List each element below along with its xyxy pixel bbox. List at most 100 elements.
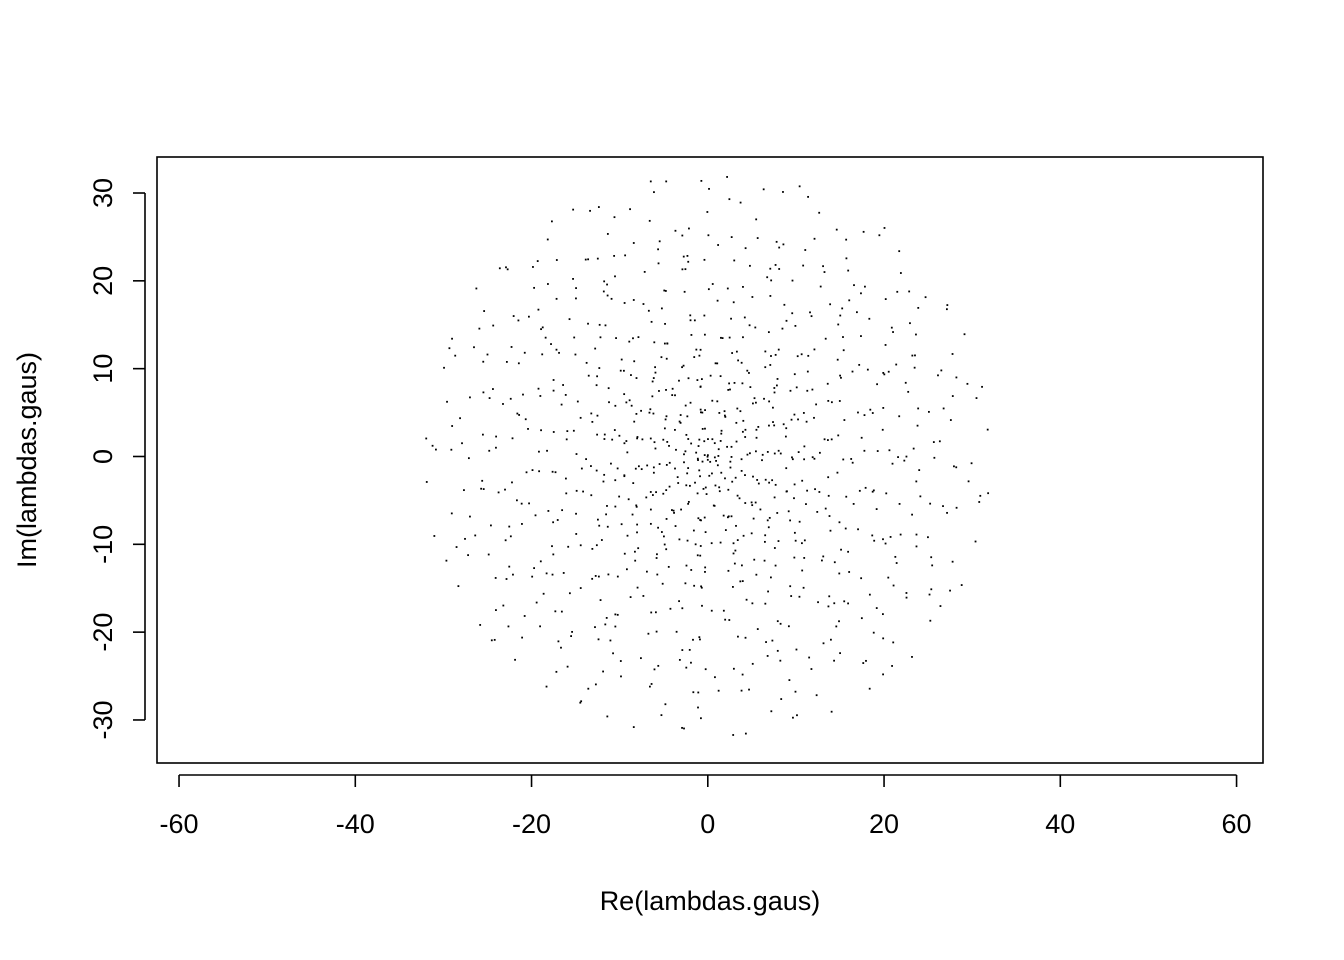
data-point — [845, 257, 848, 260]
data-point — [769, 267, 772, 270]
data-point — [843, 419, 846, 421]
data-point — [635, 377, 638, 379]
data-point — [554, 471, 557, 474]
data-point — [607, 573, 610, 576]
data-point — [753, 397, 756, 400]
y-tick-label: 30 — [88, 178, 118, 208]
data-point — [524, 418, 527, 421]
data-point — [876, 450, 879, 452]
data-point — [532, 266, 534, 268]
data-point — [857, 528, 859, 531]
data-point — [739, 201, 742, 204]
data-point — [905, 455, 908, 458]
data-point — [606, 294, 609, 297]
data-point — [481, 479, 484, 482]
data-point — [572, 278, 574, 280]
data-point — [707, 234, 710, 237]
data-point — [884, 542, 887, 545]
data-point — [828, 595, 831, 598]
data-point — [793, 497, 795, 500]
data-point — [732, 586, 734, 588]
data-point — [857, 411, 859, 414]
data-point — [706, 454, 709, 457]
data-point — [814, 488, 816, 491]
data-point — [564, 394, 567, 396]
data-point — [652, 377, 655, 379]
data-point — [724, 477, 726, 480]
data-point — [726, 176, 728, 178]
data-point — [768, 424, 770, 427]
data-point — [723, 414, 726, 417]
data-point — [694, 543, 697, 546]
data-point — [740, 689, 743, 692]
data-point — [664, 322, 666, 325]
data-point — [597, 638, 600, 641]
data-point — [785, 319, 788, 322]
data-point — [868, 593, 871, 596]
data-point — [835, 625, 838, 628]
data-point — [770, 355, 772, 357]
data-point — [703, 314, 706, 317]
data-point — [696, 457, 699, 460]
data-point — [830, 438, 833, 441]
data-point — [744, 732, 747, 735]
data-point — [746, 453, 749, 456]
data-point — [779, 622, 782, 625]
data-point — [663, 342, 666, 345]
data-point — [806, 389, 809, 392]
data-point — [899, 272, 902, 274]
data-point — [770, 710, 773, 713]
data-point — [770, 576, 772, 579]
data-point — [572, 208, 575, 211]
data-point — [726, 516, 729, 519]
data-point — [871, 412, 874, 414]
data-point — [951, 395, 954, 397]
data-point — [815, 403, 818, 406]
data-point — [777, 449, 780, 452]
data-point — [903, 459, 906, 462]
data-point — [614, 505, 617, 508]
data-point — [795, 386, 798, 389]
data-point — [882, 371, 885, 374]
data-point — [707, 438, 709, 440]
data-point — [781, 327, 784, 330]
data-point — [938, 440, 941, 443]
data-point — [698, 438, 701, 441]
data-point — [645, 496, 648, 499]
data-point — [579, 587, 582, 589]
data-point — [914, 354, 916, 357]
data-point — [945, 308, 948, 311]
data-point — [703, 454, 706, 456]
data-point — [687, 502, 690, 505]
data-point — [813, 416, 815, 419]
data-point — [668, 444, 670, 447]
data-point — [787, 625, 790, 628]
data-point — [694, 481, 696, 484]
data-point — [750, 501, 753, 504]
data-point — [615, 337, 617, 339]
data-point — [822, 555, 825, 558]
data-point — [701, 460, 704, 463]
x-tick-label: -60 — [160, 809, 199, 839]
data-point — [729, 388, 731, 391]
data-point — [650, 683, 653, 685]
data-point — [856, 311, 858, 314]
data-point — [928, 593, 931, 596]
data-point — [724, 415, 727, 418]
data-point — [911, 513, 913, 516]
data-point — [650, 611, 653, 614]
data-point — [684, 450, 687, 453]
data-point — [726, 287, 729, 290]
data-point — [876, 383, 878, 386]
data-point — [568, 318, 571, 321]
data-point — [710, 542, 713, 545]
data-point — [933, 456, 936, 459]
data-point — [728, 336, 731, 339]
data-point — [628, 399, 631, 402]
data-point — [790, 418, 793, 421]
data-point — [604, 324, 607, 327]
data-point — [649, 437, 652, 440]
data-point — [730, 515, 733, 518]
data-point — [674, 428, 676, 431]
data-point — [488, 449, 491, 452]
